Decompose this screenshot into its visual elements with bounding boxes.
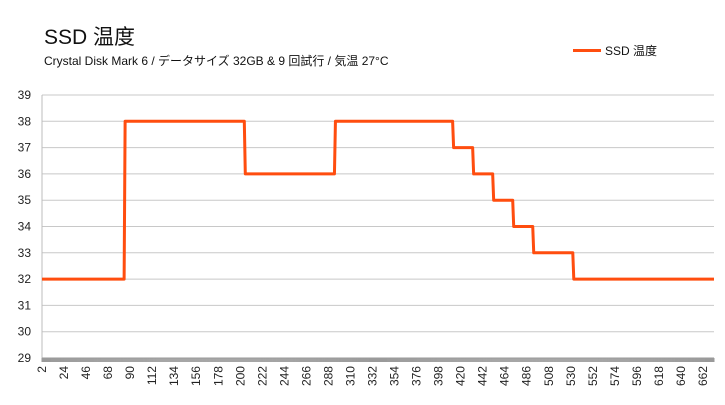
x-tick-label: 530 bbox=[564, 366, 578, 386]
x-tick-label: 552 bbox=[586, 366, 600, 386]
x-tick-label: 46 bbox=[79, 366, 93, 380]
y-axis: 29 30 31 32 33 34 35 36 37 38 39 bbox=[18, 88, 32, 365]
x-axis: 2 24 46 68 90 112 134 156 178 200 222 244 266 288 310 3… bbox=[35, 358, 715, 386]
y-tick-label: 39 bbox=[18, 88, 32, 102]
x-tick-label: 486 bbox=[520, 366, 534, 386]
x-tick-label: 288 bbox=[321, 366, 335, 386]
y-tick-label: 33 bbox=[18, 246, 32, 260]
gridlines bbox=[41, 94, 714, 359]
x-tick-label: 266 bbox=[299, 366, 313, 386]
x-tick-label: 420 bbox=[454, 366, 468, 386]
x-tick-label: 354 bbox=[388, 366, 402, 386]
x-tick-label: 244 bbox=[277, 366, 291, 386]
chart-title: SSD 温度 bbox=[44, 26, 136, 49]
y-tick-label: 31 bbox=[18, 298, 32, 312]
y-tick-label: 30 bbox=[18, 325, 32, 339]
chart-subtitle: Crystal Disk Mark 6 / データサイズ 32GB & 9 回試… bbox=[44, 54, 389, 68]
y-tick-label: 32 bbox=[18, 272, 32, 286]
y-tick-label: 29 bbox=[18, 351, 32, 365]
y-tick-label: 35 bbox=[18, 193, 32, 207]
x-tick-label: 640 bbox=[674, 366, 688, 386]
legend: SSD 温度 bbox=[573, 42, 657, 58]
x-tick-label: 90 bbox=[123, 366, 137, 380]
x-tick-label: 310 bbox=[343, 366, 357, 386]
x-tick-label: 222 bbox=[255, 366, 269, 386]
x-tick-label: 156 bbox=[189, 366, 203, 386]
y-tick-label: 38 bbox=[18, 114, 32, 128]
series bbox=[42, 119, 714, 281]
x-tick-label: 398 bbox=[432, 366, 446, 386]
legend-label: SSD 温度 bbox=[605, 43, 658, 58]
x-tick-label: 376 bbox=[410, 366, 424, 386]
x-tick-label: 2 bbox=[35, 366, 49, 373]
x-tick-label: 112 bbox=[145, 366, 159, 385]
x-tick-label: 68 bbox=[101, 366, 115, 380]
x-tick-label: 178 bbox=[211, 366, 225, 386]
x-tick-label: 200 bbox=[233, 366, 247, 386]
x-tick-label: 464 bbox=[498, 366, 512, 386]
y-tick-label: 34 bbox=[18, 220, 32, 234]
x-tick-label: 508 bbox=[542, 366, 556, 386]
y-tick-label: 37 bbox=[18, 141, 32, 155]
x-tick-label: 24 bbox=[57, 366, 71, 380]
x-tick-label: 442 bbox=[476, 366, 490, 386]
x-tick-label: 574 bbox=[608, 366, 622, 386]
series-line bbox=[42, 119, 714, 281]
x-tick-label: 332 bbox=[365, 366, 379, 386]
x-tick-label: 134 bbox=[167, 366, 181, 386]
x-tick-label: 662 bbox=[696, 366, 710, 386]
x-tick-label: 596 bbox=[630, 366, 644, 386]
legend-swatch bbox=[573, 48, 601, 52]
y-tick-label: 36 bbox=[18, 167, 32, 181]
x-tick-label: 618 bbox=[652, 366, 666, 386]
